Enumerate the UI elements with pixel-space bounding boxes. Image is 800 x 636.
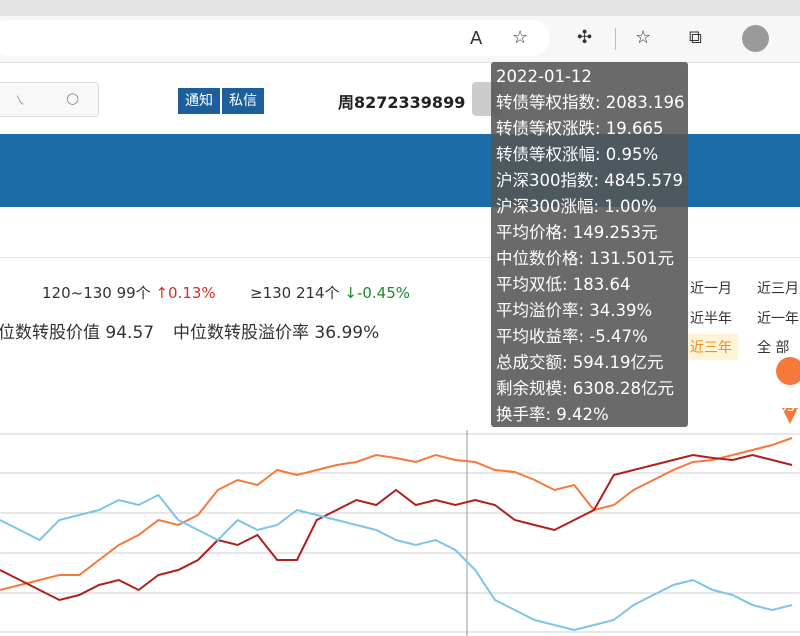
- tooltip-line: 沪深300指数: 4845.579: [496, 171, 684, 190]
- stat-text: ≥130 214个: [250, 284, 340, 302]
- tooltip-line: 平均溢价率: 34.39%: [496, 301, 653, 320]
- period-button-active[interactable]: 近三年: [684, 334, 738, 360]
- series-line: [0, 493, 793, 632]
- tab-bar: [0, 0, 800, 16]
- tooltip-line: 平均收益率: -5.47%: [496, 327, 648, 346]
- collections-icon[interactable]: ⧉: [689, 27, 702, 48]
- tooltip-line: 换手率: 9.42%: [496, 405, 609, 424]
- search-icon[interactable]: ○: [66, 89, 80, 107]
- tooltip-line: 沪深300涨幅: 1.00%: [496, 197, 657, 216]
- username[interactable]: 周8272339899: [338, 93, 466, 112]
- favorite-icon[interactable]: ☆: [512, 27, 529, 48]
- extensions-icon[interactable]: ✣: [577, 27, 593, 48]
- notice-button[interactable]: 通知: [178, 88, 220, 114]
- profile-avatar[interactable]: [742, 25, 769, 52]
- tooltip-line: 转债等权指数: 2083.196: [496, 93, 685, 112]
- search-box[interactable]: [0, 82, 99, 117]
- tooltip-line: 转债等权涨幅: 0.95%: [496, 145, 659, 164]
- series-line: [0, 437, 793, 591]
- stat-change: ↓-0.45%: [344, 284, 411, 302]
- period-button[interactable]: 近一年: [757, 311, 799, 327]
- stat: 120~130 99个 ↑0.13%: [42, 282, 216, 303]
- tooltip-line: 平均双低: 183.64: [496, 275, 631, 294]
- period-button[interactable]: 近一月: [690, 281, 732, 297]
- stat-change: ↑0.13%: [155, 284, 216, 302]
- tooltip-line: 转债等权涨跌: 19.665: [496, 119, 664, 138]
- period-button[interactable]: 全 部: [757, 340, 790, 356]
- search-placeholder: 入: [10, 92, 24, 108]
- end-marker: [776, 357, 800, 424]
- tooltip-line: 总成交额: 594.19亿元: [496, 353, 664, 372]
- stat-text: 120~130 99个: [42, 284, 151, 302]
- separator: [615, 28, 616, 50]
- tooltip-date: 2022-01-12: [496, 67, 592, 86]
- tooltip: 2022-01-12 转债等权指数: 2083.196 转债等权涨跌: 19.66…: [491, 62, 688, 427]
- message-button[interactable]: 私信: [222, 88, 264, 114]
- tooltip-line: 中位数价格: 131.501元: [496, 249, 675, 268]
- tooltip-line: 剩余规模: 6308.28亿元: [496, 379, 675, 398]
- period-button[interactable]: 近三月: [757, 281, 799, 297]
- tooltip-line: 平均价格: 149.253元: [496, 223, 658, 242]
- divider: [0, 257, 800, 258]
- end-label: 2163.: [762, 400, 799, 415]
- period-button[interactable]: 近半年: [690, 311, 732, 327]
- series-line: [0, 453, 793, 602]
- address-bar[interactable]: [0, 20, 550, 56]
- favorites-icon[interactable]: ☆: [635, 27, 652, 48]
- stat: 位数转股价值 94.57: [0, 323, 155, 343]
- stat: 中位数转股溢价率 36.99%: [173, 323, 380, 343]
- read-aloud-icon[interactable]: A: [470, 28, 483, 49]
- stat: ≥130 214个 ↓-0.45%: [250, 282, 410, 303]
